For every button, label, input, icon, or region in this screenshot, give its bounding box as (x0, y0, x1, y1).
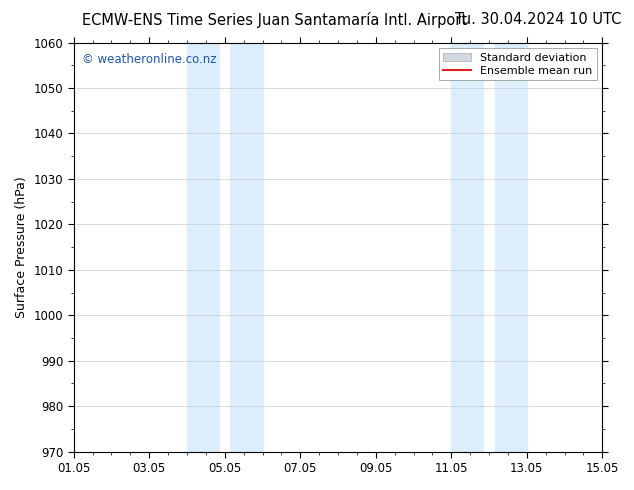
Bar (495, 43, 527, 452)
Bar (187, 43, 219, 452)
Text: © weatheronline.co.nz: © weatheronline.co.nz (82, 53, 216, 66)
Text: ECMW-ENS Time Series Juan Santamaría Intl. Airport: ECMW-ENS Time Series Juan Santamaría Int… (82, 12, 467, 28)
Y-axis label: Surface Pressure (hPa): Surface Pressure (hPa) (15, 176, 28, 318)
Bar (230, 43, 262, 452)
Bar (451, 43, 483, 452)
Legend: Standard deviation, Ensemble mean run: Standard deviation, Ensemble mean run (439, 48, 597, 80)
Text: Tu. 30.04.2024 10 UTC: Tu. 30.04.2024 10 UTC (455, 12, 621, 27)
